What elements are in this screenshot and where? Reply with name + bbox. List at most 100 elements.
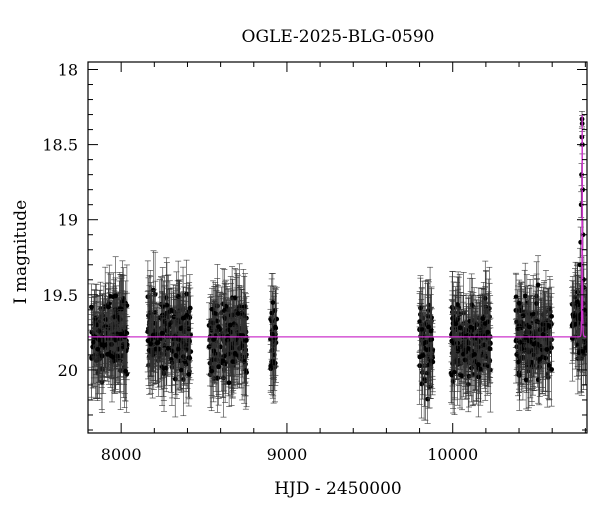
data-point (475, 333, 481, 339)
data-point (187, 355, 193, 361)
data-point (513, 338, 519, 344)
data-point (517, 339, 523, 345)
data-point (102, 304, 108, 309)
data-point (209, 306, 215, 312)
data-point (99, 342, 105, 348)
data-point (546, 362, 552, 368)
data-point (181, 354, 186, 360)
data-point (160, 330, 165, 336)
data-point (90, 344, 96, 350)
y-axis-label: I magnitude (11, 200, 31, 304)
data-point (117, 306, 123, 312)
data-point (451, 340, 457, 346)
chart-title: OGLE-2025-BLG-0590 (242, 27, 435, 47)
data-point (239, 343, 245, 349)
data-point (457, 325, 463, 331)
data-point (155, 340, 161, 345)
data-point (113, 293, 119, 299)
data-point (455, 348, 461, 354)
x-tick-label: 9000 (267, 445, 308, 464)
data-point (469, 302, 475, 308)
data-point (526, 338, 532, 344)
data-point (520, 313, 526, 319)
data-point (417, 354, 423, 360)
x-axis-label: HJD - 2450000 (274, 479, 402, 499)
data-point (210, 357, 216, 363)
data-point (419, 326, 425, 332)
data-point (211, 310, 217, 316)
data-point (209, 368, 215, 374)
data-point (468, 324, 474, 330)
data-point (176, 336, 181, 342)
data-point (221, 353, 227, 359)
data-point (531, 341, 537, 347)
data-point (218, 344, 223, 350)
data-point (172, 333, 178, 339)
data-point (210, 320, 216, 326)
data-point (171, 314, 177, 320)
data-point (243, 368, 249, 374)
x-tick-label: 8000 (101, 445, 142, 464)
data-point (220, 358, 226, 364)
data-point (574, 299, 580, 305)
x-tick-label: 10000 (427, 445, 478, 464)
data-point (223, 303, 229, 309)
data-point (576, 350, 582, 356)
data-point (526, 330, 532, 335)
data-point (89, 304, 94, 310)
data-point (175, 346, 181, 352)
data-point (428, 328, 434, 334)
data-point (149, 336, 154, 342)
data-point (429, 336, 435, 342)
data-point (91, 339, 96, 345)
data-point (452, 369, 457, 375)
data-point (527, 324, 532, 330)
data-point (539, 347, 545, 353)
model-curve (88, 114, 587, 338)
data-point (95, 346, 101, 352)
data-point (109, 342, 114, 347)
data-point (230, 359, 236, 365)
data-point (476, 362, 481, 367)
data-point (516, 359, 522, 365)
data-point (543, 355, 549, 361)
data-point (272, 324, 278, 330)
data-point (173, 353, 179, 358)
data-point (106, 351, 112, 357)
data-point (118, 331, 124, 337)
data-point (268, 363, 274, 369)
data-point (530, 311, 536, 317)
data-point (235, 311, 241, 316)
data-point (178, 367, 184, 373)
data-point (463, 333, 469, 339)
data-point (581, 349, 586, 354)
data-point (94, 322, 100, 328)
data-point (487, 346, 493, 352)
data-point (184, 312, 190, 318)
data-point (480, 316, 486, 322)
data-point (172, 376, 178, 382)
data-point (516, 373, 522, 378)
data-point (466, 346, 472, 351)
data-point (514, 352, 520, 357)
plot-content (88, 110, 587, 424)
data-point (419, 381, 425, 387)
data-point (516, 300, 522, 306)
y-axis: 18 18.5 19 19.5 20 (42, 61, 587, 431)
data-point (147, 310, 153, 316)
y-tick-label: 18.5 (42, 136, 78, 155)
data-point (482, 321, 488, 326)
data-point (545, 322, 551, 328)
data-point (549, 367, 555, 372)
data-point (216, 324, 221, 330)
data-point (534, 318, 540, 324)
data-point (454, 302, 460, 307)
data-point (269, 331, 275, 337)
data-point (207, 360, 213, 366)
data-point (187, 305, 193, 311)
data-point (106, 304, 112, 310)
data-point (535, 342, 541, 347)
data-point (226, 380, 232, 386)
data-point (243, 338, 249, 343)
